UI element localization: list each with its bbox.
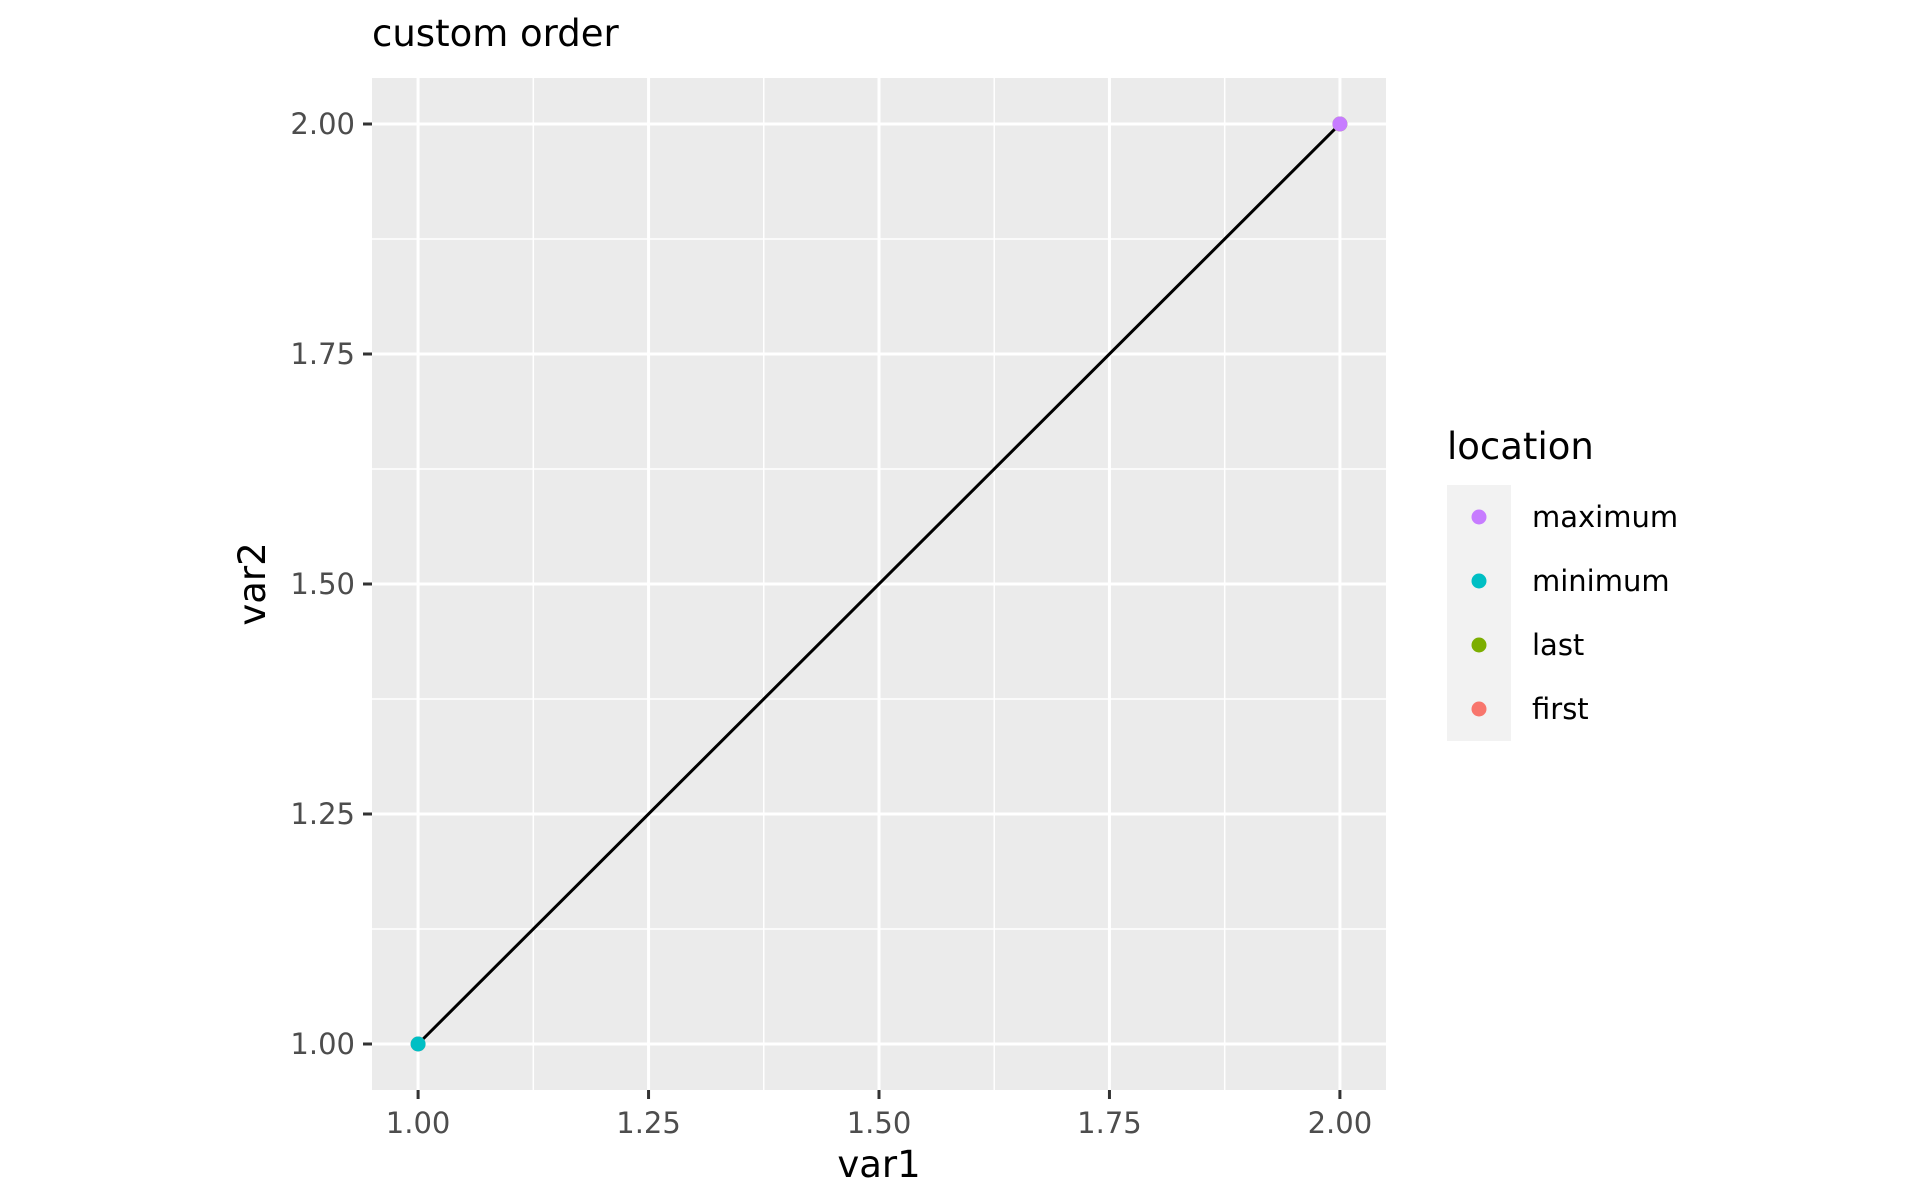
legend-key-first [1471,701,1487,717]
legend-label-maximum: maximum [1532,500,1678,534]
data-series [410,116,1348,1052]
y-tick-label: 2.00 [290,107,355,141]
legend: location maximum minimum last first [1447,425,1678,741]
chart-title: custom order [372,12,619,55]
x-tick-label: 1.50 [847,1106,912,1140]
y-axis: 1.00 1.25 1.50 1.75 2.00 [290,107,372,1061]
x-tick-label: 1.25 [616,1106,681,1140]
x-tick-label: 1.75 [1077,1106,1142,1140]
y-tick-label: 1.25 [290,797,355,831]
y-tick-label: 1.50 [290,567,355,601]
legend-title: location [1447,425,1594,468]
data-point-minimum [410,1036,426,1052]
legend-key-minimum [1471,573,1487,589]
legend-label-last: last [1532,628,1584,662]
x-axis: 1.00 1.25 1.50 1.75 2.00 [386,1090,1372,1140]
data-point-maximum [1332,116,1348,132]
x-axis-label: var1 [837,1143,920,1186]
x-tick-label: 1.00 [386,1106,451,1140]
series-line [417,122,1341,1046]
x-tick-label: 2.00 [1308,1106,1373,1140]
y-tick-label: 1.00 [290,1027,355,1061]
legend-label-first: first [1532,692,1589,726]
y-tick-label: 1.75 [290,337,355,371]
y-axis-label: var2 [231,542,274,625]
legend-label-minimum: minimum [1532,564,1670,598]
legend-entries: maximum minimum last first [1447,485,1678,741]
legend-key-maximum [1471,509,1487,525]
legend-key-background [1447,485,1511,741]
legend-key-last [1471,637,1487,653]
